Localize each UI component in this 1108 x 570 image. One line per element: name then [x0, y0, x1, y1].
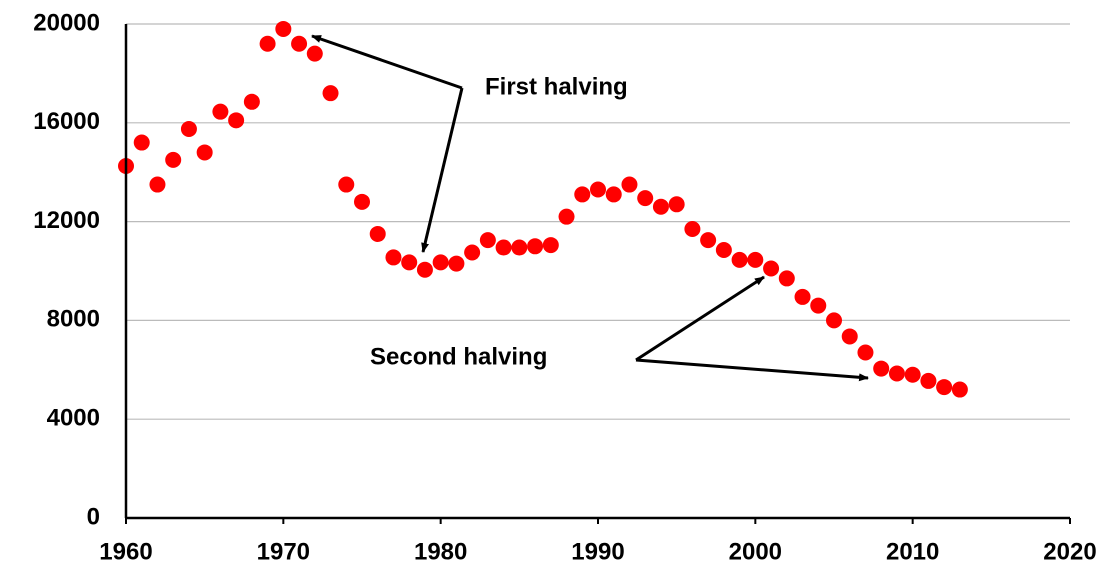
point — [338, 176, 355, 193]
arrow — [635, 358, 869, 382]
point — [778, 270, 795, 287]
point — [432, 254, 449, 271]
arrow — [421, 87, 464, 253]
point — [888, 365, 905, 382]
point — [936, 379, 953, 396]
point — [873, 360, 890, 377]
point — [574, 186, 591, 203]
y-tick-label: 20000 — [33, 9, 100, 36]
point — [810, 297, 827, 314]
point — [715, 242, 732, 259]
y-tick-label: 12000 — [33, 207, 100, 234]
point — [857, 344, 874, 361]
point — [841, 328, 858, 345]
point — [794, 288, 811, 305]
point — [495, 239, 512, 256]
point — [385, 249, 402, 266]
point — [542, 237, 559, 254]
x-tick-label: 1970 — [257, 538, 310, 565]
point — [731, 251, 748, 268]
x-tick-label: 2000 — [729, 538, 782, 565]
x-tick-label: 1990 — [571, 538, 624, 565]
point — [951, 381, 968, 398]
point — [511, 239, 528, 256]
point — [165, 151, 182, 168]
point — [904, 366, 921, 383]
annotation: Second halving — [370, 343, 547, 370]
y-tick-label: 16000 — [33, 108, 100, 135]
point — [306, 45, 323, 62]
point — [369, 225, 386, 242]
point — [621, 176, 638, 193]
y-tick-label: 8000 — [47, 306, 100, 333]
point — [558, 208, 575, 225]
point — [448, 255, 465, 272]
point — [275, 20, 292, 37]
point — [527, 238, 544, 255]
point — [416, 261, 433, 278]
point — [590, 181, 606, 198]
point — [920, 372, 937, 389]
point — [668, 196, 685, 213]
point — [228, 112, 245, 129]
x-tick-label: 1960 — [99, 538, 152, 565]
point — [747, 251, 764, 268]
point — [291, 35, 308, 52]
x-tick-label: 2010 — [886, 538, 939, 565]
point — [763, 260, 780, 277]
arrow — [635, 275, 765, 362]
point — [243, 93, 260, 110]
point — [259, 35, 276, 52]
point — [180, 120, 197, 137]
point — [479, 232, 496, 249]
point — [700, 232, 717, 249]
point — [149, 176, 166, 193]
point — [684, 221, 701, 238]
point — [605, 186, 622, 203]
y-tick-label: 4000 — [47, 405, 100, 432]
y-tick-label: 0 — [87, 503, 100, 530]
point — [322, 85, 339, 102]
annotation: First halving — [485, 73, 628, 100]
point — [464, 244, 481, 261]
x-tick-label: 1980 — [414, 538, 467, 565]
x-tick-label: 2020 — [1043, 538, 1096, 565]
point — [196, 144, 213, 161]
point — [826, 312, 842, 329]
point — [133, 134, 150, 151]
point — [401, 254, 418, 271]
point — [637, 190, 654, 207]
point — [652, 198, 669, 215]
point — [354, 193, 370, 210]
point — [212, 103, 229, 120]
arrow — [311, 34, 463, 90]
